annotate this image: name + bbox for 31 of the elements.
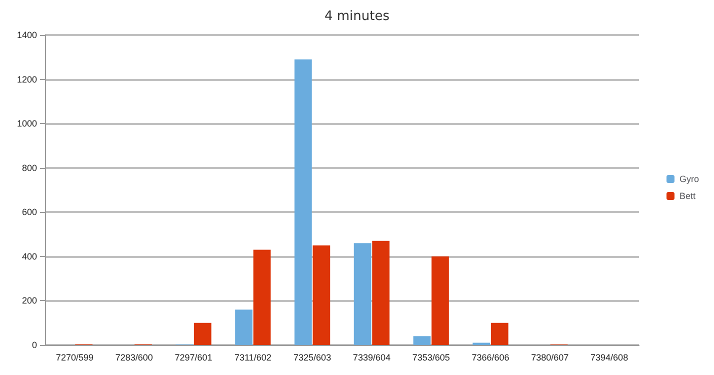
legend-label: Gyro [679, 174, 700, 184]
bar [294, 59, 312, 345]
x-tick-label: 7325/603 [294, 352, 332, 362]
x-tick-label: 7353/605 [412, 352, 450, 362]
y-tick-label: 600 [22, 207, 37, 218]
bar [235, 310, 252, 345]
bar [372, 240, 390, 345]
x-tick-label: 7283/600 [115, 352, 153, 362]
y-tick-label: 0 [32, 340, 37, 350]
bar [312, 245, 330, 345]
legend-label: Bett [679, 191, 696, 201]
y-tick-label: 400 [22, 251, 37, 262]
x-tick-label: 7394/608 [590, 352, 628, 362]
bar [253, 250, 271, 345]
bar [432, 256, 449, 345]
bar [194, 322, 212, 345]
x-tick-label: 7339/604 [352, 352, 390, 362]
x-tick-label: 7297/601 [174, 352, 212, 362]
chart-title: 4 minutes [324, 9, 390, 24]
x-tick-label: 7311/602 [234, 352, 272, 362]
x-tick-label: 7366/606 [472, 352, 510, 362]
bar [354, 243, 372, 345]
x-tick-label: 7380/607 [531, 352, 569, 362]
bar [490, 322, 508, 345]
y-tick-label: 200 [22, 296, 37, 306]
bar [413, 336, 431, 345]
x-tick-label: 7270/599 [56, 352, 94, 362]
y-tick-label: 800 [22, 162, 37, 173]
y-tick-label: 1000 [16, 118, 37, 129]
y-tick-label: 1200 [16, 74, 37, 84]
y-tick-label: 1400 [16, 30, 37, 40]
